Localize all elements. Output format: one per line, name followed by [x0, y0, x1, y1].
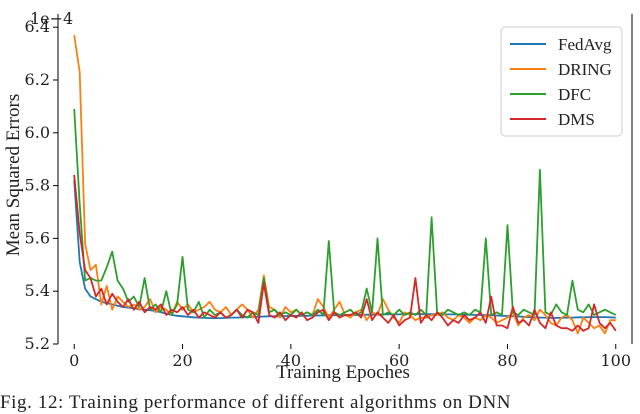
x-axis-label: Training Epoches	[276, 362, 410, 383]
y-tick-label: 5.6	[25, 228, 50, 247]
series-layer	[73, 34, 617, 335]
x-tick-label: 40	[281, 351, 301, 370]
y-tick-label: 5.4	[25, 281, 50, 300]
figure-caption: Fig. 12: Training performance of differe…	[0, 392, 512, 413]
legend-label-dms: DMS	[558, 110, 595, 129]
x-tick-label: 80	[497, 351, 517, 370]
y-tick-label: 6.0	[25, 123, 50, 142]
legend-box	[500, 26, 623, 137]
series-line-dms	[73, 174, 617, 332]
y-multiplier-label: 1e−4	[30, 9, 73, 28]
y-tick-label: 6.4	[25, 17, 50, 36]
legend-label-dring: DRING	[558, 60, 612, 79]
y-tick-label: 5.8	[25, 176, 50, 195]
x-tick-label: 20	[172, 351, 192, 370]
chart: 0 20 40 60 80 100 5.25.45.65.86.06.26.4 1e−4 …	[3, 9, 633, 383]
y-tick-label: 6.2	[25, 70, 50, 89]
y-ticks: 5.2 5.4 5.6 5.8 6.0 6.2 6.4	[25, 17, 58, 353]
legend-label-fedavg: FedAvg	[558, 35, 612, 54]
x-tick-label: 0	[69, 351, 79, 370]
x-ticks: 0 20 40 60 80 100	[69, 344, 631, 370]
y-axis-label: Mean Squared Errors	[3, 94, 24, 257]
x-tick-label: 60	[389, 351, 409, 370]
legend: FedAvg DRING DFC DMS	[500, 26, 623, 137]
series-line-dfc	[73, 108, 617, 319]
x-tick-label: 100	[600, 351, 631, 370]
y-tick-label: 5.2	[25, 334, 50, 353]
legend-label-dfc: DFC	[558, 85, 591, 104]
